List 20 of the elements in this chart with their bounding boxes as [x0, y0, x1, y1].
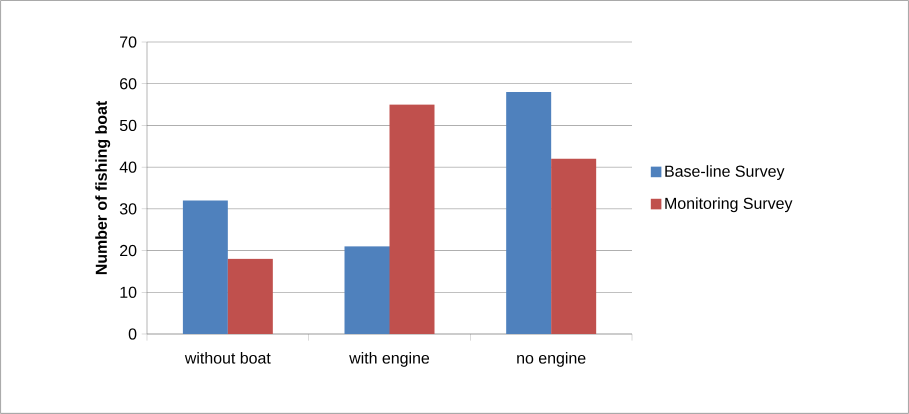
legend-label: Base-line Survey — [665, 165, 784, 180]
y-tick-label: 60 — [120, 78, 136, 90]
y-tick-label: 30 — [120, 203, 136, 214]
bar — [344, 246, 390, 334]
y-tick-label: 10 — [120, 286, 136, 298]
y-axis-title: Number of fishing boat — [95, 100, 110, 274]
y-tick-label: 50 — [120, 120, 136, 132]
x-tick-label: no engine — [517, 352, 586, 367]
bar — [182, 200, 228, 334]
y-tick-label: 20 — [120, 244, 136, 256]
y-tick-label: 40 — [120, 162, 136, 173]
legend-label: Monitoring Survey — [665, 197, 792, 212]
x-tick-label: with engine — [349, 352, 430, 367]
bar — [390, 104, 435, 334]
y-tick-label: 70 — [120, 36, 136, 48]
bar — [506, 92, 552, 334]
bar — [551, 158, 596, 334]
x-tick-label: without boat — [184, 352, 271, 364]
y-tick-label: 0 — [128, 328, 136, 340]
bar — [228, 258, 273, 334]
